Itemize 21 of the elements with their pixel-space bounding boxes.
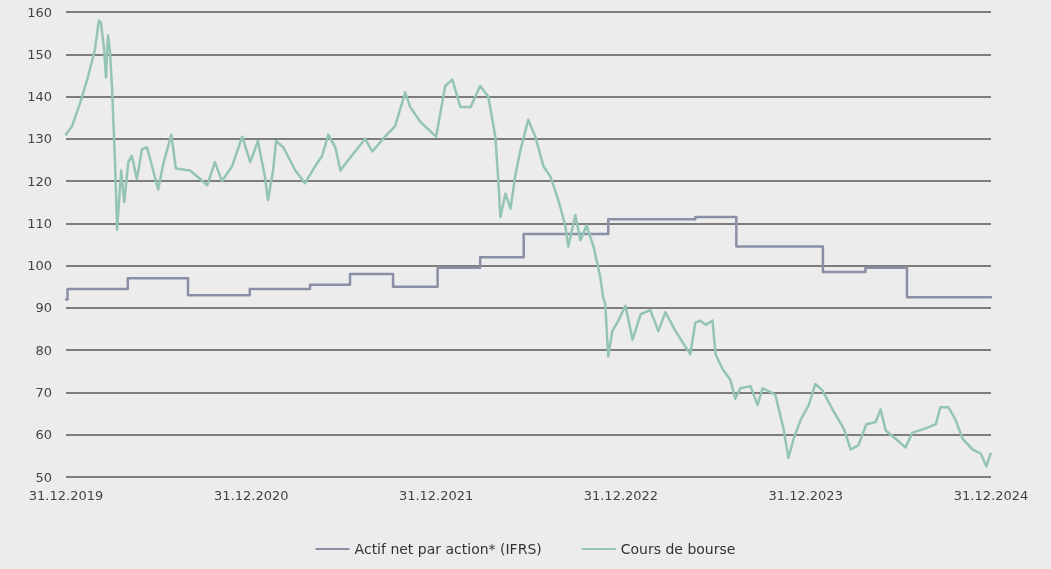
y-tick-label: 110 (27, 215, 52, 231)
y-tick-label: 140 (27, 89, 52, 105)
x-tick-label: 31.12.2020 (214, 488, 289, 503)
y-tick-label: 160 (27, 4, 52, 20)
y-tick-label: 60 (35, 427, 52, 443)
legend-label: Actif net par action* (IFRS) (354, 541, 542, 557)
x-tick-label: 31.12.2022 (583, 488, 659, 503)
y-tick-label: 90 (35, 300, 52, 316)
x-tick-label: 31.12.2023 (768, 488, 843, 503)
y-tick-label: 120 (27, 173, 52, 189)
y-tick-label: 130 (27, 131, 52, 147)
y-tick-label: 150 (27, 46, 52, 62)
x-tick-label: 31.12.2019 (28, 488, 104, 503)
x-tick-label: 31.12.2024 (953, 488, 1029, 503)
y-tick-label: 70 (35, 384, 52, 400)
y-tick-label: 80 (35, 342, 52, 358)
line-series (64, 19, 992, 468)
y-tick-label: 100 (27, 258, 52, 274)
y-tick-label: 50 (35, 469, 52, 485)
legend-label: Cours de bourse (620, 541, 736, 557)
x-tick-label: 31.12.2021 (398, 488, 474, 503)
